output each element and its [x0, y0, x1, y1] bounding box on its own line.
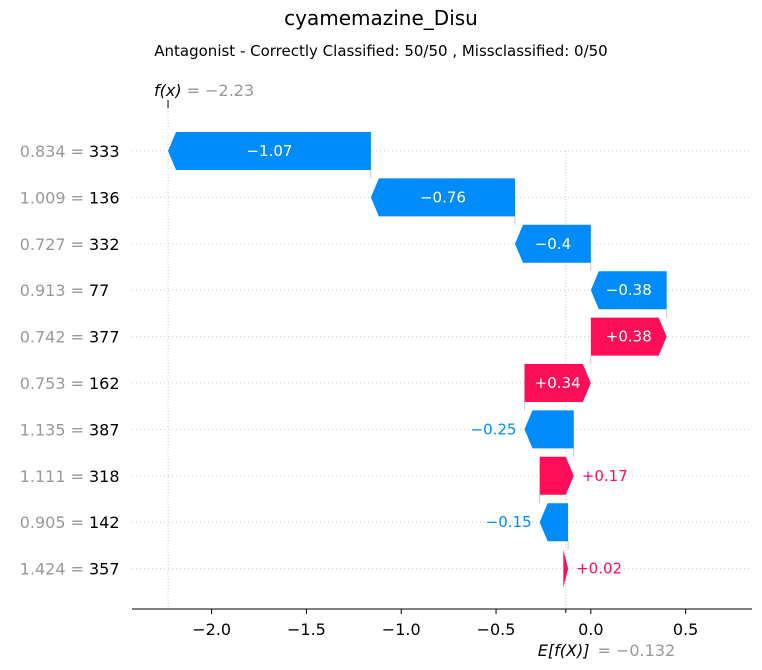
bar-value-label: +0.34	[535, 374, 581, 392]
feature-value-label: 0.834 =	[20, 142, 84, 161]
feature-name-label: 162	[89, 374, 120, 393]
feature-value-label: 0.905 =	[20, 513, 84, 532]
feature-value-label: 1.135 =	[20, 420, 84, 439]
feature-value-label: 1.111 =	[20, 467, 84, 486]
x-tick-label: 0.5	[673, 620, 698, 639]
bar-value-label: −0.4	[535, 235, 571, 253]
fx-label: f(x) = −2.23	[154, 81, 254, 100]
feature-name-label: 387	[89, 420, 120, 439]
chart-subtitle: Antagonist - Correctly Classified: 50/50…	[154, 42, 608, 60]
bar-value-label: −0.76	[420, 188, 466, 206]
chart-title: cyamemazine_Disu	[284, 6, 478, 30]
feature-value-label: 0.913 =	[20, 281, 84, 300]
feature-name-label: 357	[89, 560, 120, 579]
x-tick-label: −2.0	[192, 620, 231, 639]
negative-bar	[514, 224, 591, 263]
feature-name-label: 142	[89, 513, 120, 532]
feature-name-label: 136	[89, 188, 120, 207]
x-tick-label: −1.0	[382, 620, 421, 639]
feature-name-label: 332	[89, 235, 120, 254]
x-tick-label: −0.5	[477, 620, 516, 639]
feature-value-label: 0.753 =	[20, 374, 84, 393]
negative-bar	[370, 178, 515, 217]
feature-value-label: 0.727 =	[20, 235, 84, 254]
positive-bar	[539, 456, 574, 495]
negative-bar	[539, 503, 569, 542]
x-tick-label: −1.5	[287, 620, 326, 639]
feature-name-label: 77	[89, 281, 109, 300]
bar-value-label: +0.02	[576, 560, 622, 578]
negative-bar	[168, 132, 371, 170]
bar-value-label: +0.17	[582, 467, 628, 485]
bar-value-label: −0.38	[606, 281, 652, 299]
bar-value-label: −1.07	[246, 142, 292, 160]
positive-bar	[590, 317, 667, 356]
feature-name-label: 333	[89, 142, 120, 161]
feature-value-label: 1.009 =	[20, 188, 84, 207]
feature-value-label: 0.742 =	[20, 328, 84, 347]
bar-value-label: −0.25	[471, 420, 517, 438]
feature-name-label: 377	[89, 328, 120, 347]
negative-bar	[524, 410, 574, 449]
bar-value-label: −0.15	[486, 513, 532, 531]
negative-bar	[590, 271, 667, 310]
positive-bar	[563, 549, 569, 588]
expected-value-label: E[f(X)] = −0.132	[538, 641, 675, 660]
x-tick-label: 0.0	[578, 620, 603, 639]
positive-bar	[524, 364, 591, 402]
bar-value-label: +0.38	[606, 328, 652, 346]
feature-value-label: 1.424 =	[20, 560, 84, 579]
feature-name-label: 318	[89, 467, 120, 486]
